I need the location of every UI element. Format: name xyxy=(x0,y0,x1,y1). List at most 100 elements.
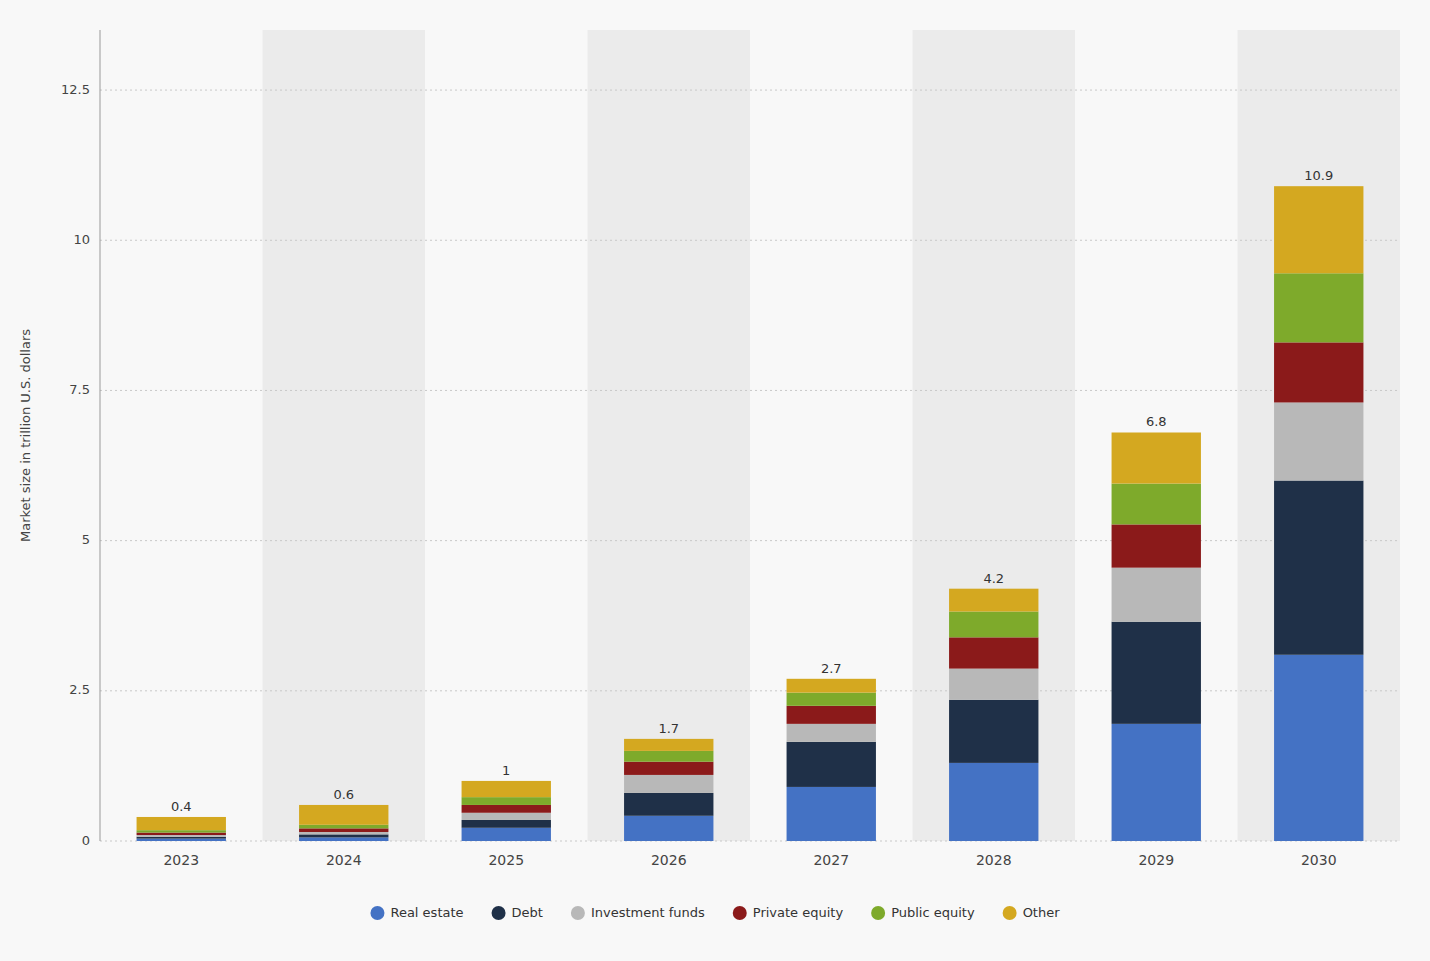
y-tick-label: 5 xyxy=(82,532,90,547)
x-tick-label: 2030 xyxy=(1301,852,1337,868)
total-label: 2.7 xyxy=(821,661,842,676)
legend-item: Public equity xyxy=(871,905,975,921)
bar-segment xyxy=(1112,724,1201,841)
column-shade xyxy=(263,30,426,841)
grid-line xyxy=(100,240,1400,241)
y-tick-label: 2.5 xyxy=(69,682,90,697)
total-label: 0.6 xyxy=(333,787,354,802)
legend-label: Investment funds xyxy=(591,905,705,920)
bar-segment xyxy=(299,825,388,829)
legend-marker xyxy=(370,906,384,920)
bar-segment xyxy=(624,739,713,751)
bar-segment xyxy=(949,637,1038,668)
chart: 0 2.5 5 7.5 10 12.5 Market size in trillion U.… xyxy=(0,0,1430,961)
grid xyxy=(100,90,1400,841)
bar-segment xyxy=(299,828,388,832)
bar-segment xyxy=(787,693,876,706)
bar-segment xyxy=(1112,568,1201,622)
legend-item: Other xyxy=(1003,905,1061,921)
total-label: 4.2 xyxy=(983,571,1004,586)
total-label: 1.7 xyxy=(658,721,679,736)
bar-segment xyxy=(462,805,551,813)
bar-segment xyxy=(787,742,876,787)
legend-label: Private equity xyxy=(753,905,844,920)
legend-marker xyxy=(733,906,747,920)
bar-segment xyxy=(299,834,388,837)
bar-segment xyxy=(624,793,713,816)
y-tick-label: 0 xyxy=(82,833,90,848)
column-shade xyxy=(588,30,751,841)
x-tick-label: 2027 xyxy=(813,852,849,868)
total-label: 1 xyxy=(502,763,510,778)
y-tick-label: 12.5 xyxy=(61,82,90,97)
grid-line xyxy=(100,690,1400,691)
legend-label: Debt xyxy=(512,905,543,920)
x-tick-label: 2025 xyxy=(488,852,524,868)
x-tick-label: 2024 xyxy=(326,852,362,868)
column-shade xyxy=(913,30,1076,841)
grid-line xyxy=(100,841,1400,842)
bar-segment xyxy=(1274,481,1363,655)
x-tick-label: 2026 xyxy=(651,852,687,868)
x-tick-label: 2023 xyxy=(163,852,199,868)
grid-line xyxy=(100,540,1400,541)
bar-segment xyxy=(624,816,713,841)
bar-segment xyxy=(949,612,1038,638)
legend-label: Other xyxy=(1023,905,1061,920)
bar-segment xyxy=(462,797,551,805)
legend-label: Real estate xyxy=(390,905,463,920)
legend-marker xyxy=(871,906,885,920)
y-axis-label: Market size in trillion U.S. dollars xyxy=(18,329,33,542)
legend-marker xyxy=(1003,906,1017,920)
bar-segment xyxy=(137,830,226,832)
bar-segment xyxy=(787,724,876,742)
bar-segment xyxy=(137,835,226,837)
legend-item: Debt xyxy=(492,905,543,921)
bar-segment xyxy=(1274,273,1363,342)
bars xyxy=(137,186,1364,841)
legend-label: Public equity xyxy=(891,905,975,920)
bar-segment xyxy=(137,839,226,841)
y-tick-label: 10 xyxy=(73,232,90,247)
y-tick-label: 7.5 xyxy=(69,382,90,397)
legend-item: Real estate xyxy=(370,905,463,921)
bar-segment xyxy=(299,832,388,834)
bar-segment xyxy=(949,669,1038,700)
legend-marker xyxy=(571,906,585,920)
y-axis-line xyxy=(100,30,101,841)
total-label: 6.8 xyxy=(1146,414,1167,429)
bar-segment xyxy=(949,700,1038,763)
bar-segment xyxy=(137,837,226,839)
background xyxy=(0,0,1430,961)
bar-segment xyxy=(1112,524,1201,567)
bar-segment xyxy=(624,762,713,775)
bar-segment xyxy=(462,781,551,797)
bar-segment xyxy=(1274,342,1363,402)
bar-segment xyxy=(787,706,876,724)
bar-segment xyxy=(787,787,876,841)
bar-segment xyxy=(137,833,226,835)
bar-segment xyxy=(1274,186,1363,273)
legend-item: Private equity xyxy=(733,905,844,921)
grid-line xyxy=(100,90,1400,91)
legend: Real estate Debt Investment funds Private e… xyxy=(370,905,1060,921)
x-tick-label: 2028 xyxy=(976,852,1012,868)
bar-segment xyxy=(299,805,388,825)
bar-segment xyxy=(462,828,551,841)
legend-item: Investment funds xyxy=(571,905,705,921)
bar-segment xyxy=(462,820,551,828)
bar-segment xyxy=(624,751,713,762)
bar-segment xyxy=(137,817,226,830)
bar-segment xyxy=(299,837,388,841)
total-label: 0.4 xyxy=(171,799,192,814)
bar-segment xyxy=(462,813,551,820)
bar-segment xyxy=(1112,484,1201,525)
bar-segment xyxy=(1274,402,1363,480)
total-label: 10.9 xyxy=(1304,168,1333,183)
legend-marker xyxy=(492,906,506,920)
bar-segment xyxy=(949,589,1038,612)
x-tick-label: 2029 xyxy=(1138,852,1174,868)
bar-segment xyxy=(1274,655,1363,841)
bar-segment xyxy=(787,679,876,693)
bar-segment xyxy=(1112,622,1201,724)
